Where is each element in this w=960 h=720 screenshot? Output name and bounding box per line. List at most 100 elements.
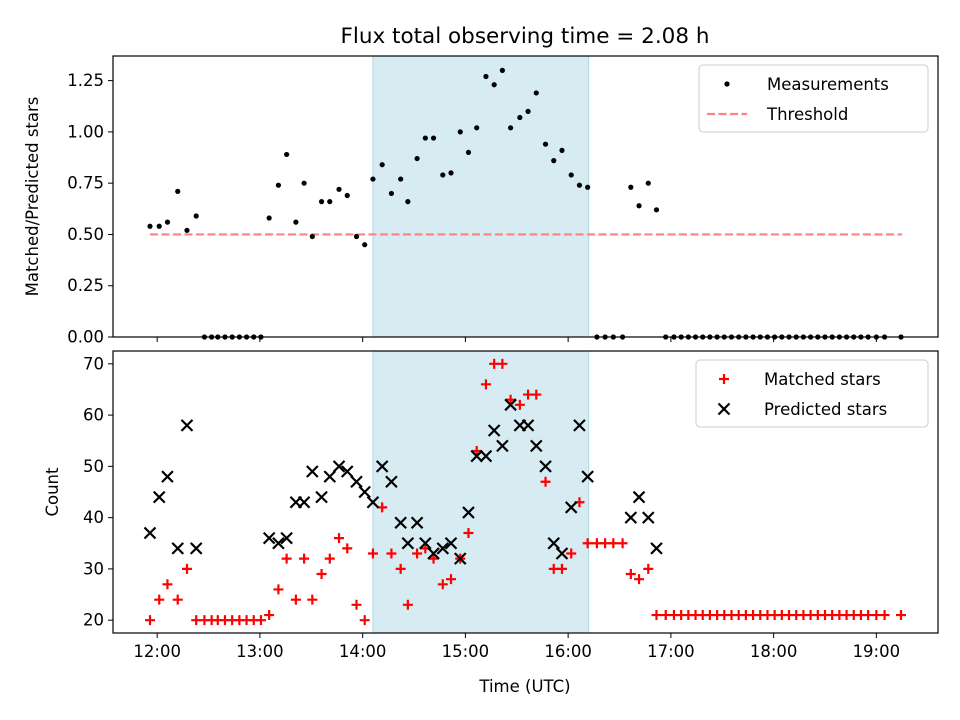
measurement-point — [284, 151, 290, 158]
matched-point — [879, 610, 890, 621]
measurement-point — [275, 182, 282, 188]
predicted-point — [306, 465, 319, 478]
matched-point — [386, 548, 397, 559]
predicted-point — [366, 495, 380, 509]
axes-frame — [112, 55, 939, 338]
x-tick-label: 19:00 — [853, 642, 901, 661]
measurement-point — [585, 184, 591, 190]
matched-point — [617, 538, 628, 549]
legend-label: Measurements — [767, 75, 889, 94]
matched-point — [172, 594, 183, 605]
legend-box — [698, 64, 929, 133]
predicted-point — [496, 439, 509, 453]
matched-point — [377, 502, 388, 513]
matched-point — [514, 399, 525, 410]
measurement-point — [483, 73, 489, 80]
matched-point — [367, 548, 378, 559]
measurement-point — [551, 158, 557, 164]
predicted-point — [161, 470, 174, 483]
matched-point — [437, 579, 448, 590]
matched-point — [471, 445, 482, 456]
matched-point — [566, 548, 577, 559]
matched-point — [463, 528, 474, 539]
y-tick-label: 70 — [83, 354, 104, 373]
predicted-point — [521, 419, 535, 432]
measurement-point — [266, 215, 272, 221]
measurement-point — [474, 125, 480, 131]
measurement-point — [628, 184, 634, 190]
predicted-point — [332, 460, 346, 473]
matched-point — [497, 358, 508, 369]
measurement-point — [636, 203, 642, 209]
predicted-point — [171, 542, 185, 555]
legend-marker-predicted — [717, 402, 731, 416]
matched-point — [307, 594, 318, 605]
top-panel: 0.00 0.25 0.50 0.75 1.00 1.25 Matched/Predicte… — [23, 55, 939, 347]
predicted-point — [427, 547, 440, 560]
predicted-point — [573, 419, 586, 432]
predicted-point — [315, 490, 328, 504]
matched-point — [582, 538, 593, 549]
matched-point — [154, 594, 165, 605]
predicted-point — [323, 470, 337, 483]
legend-label: Threshold — [766, 105, 848, 124]
predicted-point — [436, 542, 450, 555]
predicted-point — [581, 470, 594, 483]
x-tick-label: 16:00 — [544, 642, 592, 661]
y-axis-label: Count — [43, 467, 62, 517]
matched-point — [144, 615, 155, 626]
matched-point — [402, 599, 413, 610]
legend: Measurements Threshold — [698, 64, 929, 133]
predicted-point — [401, 536, 415, 550]
predicted-point — [394, 516, 407, 530]
matched-point — [896, 610, 907, 621]
x-tick-label: 18:00 — [750, 642, 798, 661]
matched-point — [531, 389, 542, 400]
matched-point — [281, 553, 292, 564]
matched-point — [264, 610, 275, 621]
predicted-point — [539, 460, 552, 473]
measurement-point — [175, 188, 181, 194]
highlight-span — [372, 55, 590, 338]
matched-point — [412, 548, 423, 559]
matched-point — [316, 569, 327, 580]
legend-marker-measurements — [724, 81, 730, 87]
bottom-panel: 20 30 40 50 60 70 12:00 13:00 14:00 15:00 16:00 17:… — [43, 350, 939, 661]
predicted-point — [189, 542, 203, 555]
matched-point — [351, 599, 362, 610]
predicted-point — [350, 475, 363, 489]
measurement-point — [430, 135, 437, 141]
predicted-point — [624, 511, 638, 524]
y-tick-label: 0.25 — [67, 276, 104, 295]
measurement-point — [491, 82, 497, 88]
matched-point — [556, 563, 567, 574]
y-tick-label: 20 — [83, 611, 104, 630]
y-tick-label: 30 — [83, 559, 104, 578]
measurement-point — [344, 192, 350, 199]
y-tick-label: 1.00 — [67, 122, 104, 141]
x-tick-label: 13:00 — [236, 642, 284, 661]
measurement-point — [156, 223, 162, 229]
matched-point — [625, 569, 636, 580]
legend-label: Predicted stars — [764, 400, 887, 419]
measurement-point — [405, 199, 411, 205]
matched-point — [480, 379, 491, 390]
matched-point — [299, 553, 310, 564]
matched-point — [334, 533, 345, 544]
measurement-point — [440, 172, 446, 178]
matched-point — [162, 579, 173, 590]
matched-point — [255, 615, 266, 626]
predicted-point — [262, 531, 276, 545]
y-axis-label: Matched/Predicted stars — [23, 97, 42, 297]
figure-title: Flux total observing time = 2.08 h — [341, 24, 710, 49]
x-tick-label: 12:00 — [133, 642, 181, 661]
measurement-point — [336, 186, 342, 192]
predicted-point — [650, 542, 663, 555]
highlight-span — [372, 350, 590, 634]
measurement-point — [309, 233, 315, 240]
predicted-point — [530, 439, 543, 453]
measurement-point — [147, 223, 153, 229]
y-tick-label: 60 — [83, 406, 104, 425]
matched-point — [505, 394, 516, 405]
